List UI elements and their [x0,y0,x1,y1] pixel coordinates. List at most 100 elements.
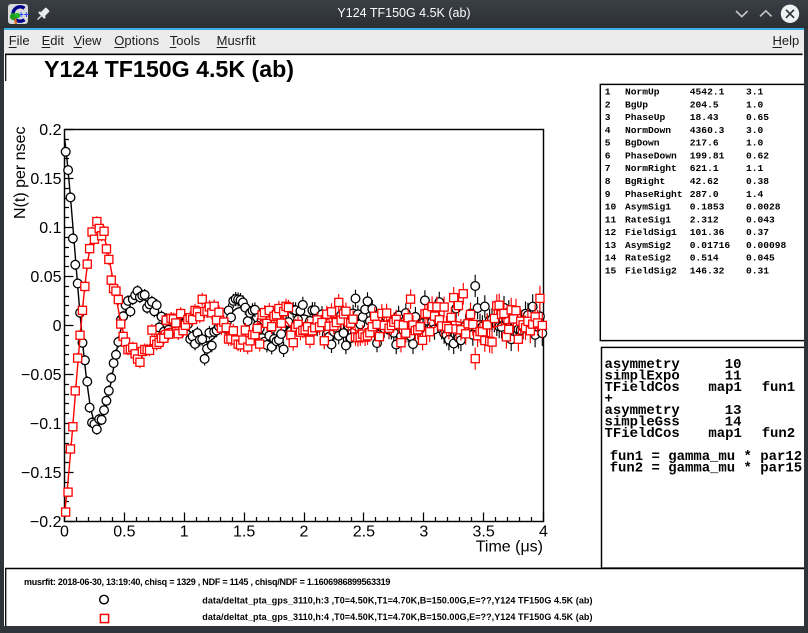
svg-text:1.1: 1.1 [746,163,764,174]
svg-text:0.15: 0.15 [30,171,61,188]
svg-text:fun2: fun2 [762,426,795,442]
svg-text:0.01716: 0.01716 [690,240,731,251]
svg-text:−0.05: −0.05 [21,367,62,384]
svg-text:fun1 = gamma_mu * par12: fun1 = gamma_mu * par12 [610,449,802,465]
svg-text:data/deltat_pta_gps_3110,h:4 ,: data/deltat_pta_gps_3110,h:4 ,T0=4.50K,T… [202,612,592,622]
svg-text:2.5: 2.5 [353,524,375,541]
svg-text:146.32: 146.32 [690,265,725,276]
svg-text:asymmetry: asymmetry [605,403,681,419]
svg-text:15: 15 [605,265,617,276]
svg-text:10: 10 [725,357,742,373]
svg-text:0.0028: 0.0028 [746,202,781,213]
svg-text:fun1: fun1 [762,380,795,396]
svg-text:4542.1: 4542.1 [690,87,725,98]
svg-text:0.514: 0.514 [690,253,719,264]
svg-text:Y124 TF150G 4.5K (ab): Y124 TF150G 4.5K (ab) [44,56,294,82]
svg-text:0.2: 0.2 [39,122,61,139]
svg-text:0.00098: 0.00098 [746,240,787,251]
svg-text:NormRight: NormRight [625,163,677,174]
svg-text:101.36: 101.36 [690,227,725,238]
svg-text:PhaseUp: PhaseUp [625,112,666,123]
svg-text:2.312: 2.312 [690,214,719,225]
svg-text:musrfit: 2018-06-30, 13:19:40,: musrfit: 2018-06-30, 13:19:40, chisq = 1… [24,577,390,587]
svg-text:0.043: 0.043 [746,214,775,225]
svg-text:TFieldCos: TFieldCos [605,426,680,442]
svg-text:RateSig2: RateSig2 [625,253,671,264]
svg-text:AsymSig2: AsymSig2 [625,240,671,251]
svg-text:199.81: 199.81 [690,150,725,161]
svg-text:PhaseRight: PhaseRight [625,189,683,200]
svg-text:0.045: 0.045 [746,253,775,264]
svg-text:2: 2 [300,524,309,541]
svg-text:FieldSig2: FieldSig2 [625,265,677,276]
svg-text:AsymSig1: AsymSig1 [625,202,671,213]
svg-text:0.62: 0.62 [746,150,769,161]
svg-text:7: 7 [605,163,611,174]
svg-text:2: 2 [605,99,611,110]
svg-text:1: 1 [180,524,189,541]
svg-text:−0.1: −0.1 [30,416,62,433]
svg-text:map1: map1 [708,426,741,442]
svg-text:8: 8 [605,176,611,187]
svg-text:3.0: 3.0 [746,125,764,136]
svg-text:10: 10 [605,202,617,213]
svg-text:621.1: 621.1 [690,163,719,174]
svg-text:11: 11 [725,368,742,384]
svg-text:PhaseDown: PhaseDown [625,150,677,161]
svg-text:13: 13 [725,403,742,419]
svg-text:0.05: 0.05 [30,269,61,286]
svg-text:42.62: 42.62 [690,176,719,187]
svg-text:0.31: 0.31 [746,265,769,276]
svg-text:TFieldCos: TFieldCos [605,380,680,396]
svg-text:Time (μs): Time (μs) [476,539,543,556]
svg-text:N(t) per nsec: N(t) per nsec [12,127,29,219]
svg-text:fun2 = gamma_mu * par15: fun2 = gamma_mu * par15 [610,461,802,477]
svg-text:6: 6 [605,150,611,161]
svg-text:3.1: 3.1 [746,87,764,98]
svg-text:4360.3: 4360.3 [690,125,725,136]
svg-text:287.0: 287.0 [690,189,719,200]
svg-text:BgDown: BgDown [625,138,660,149]
svg-text:0: 0 [53,318,62,335]
svg-text:NormUp: NormUp [625,87,660,98]
svg-text:0.38: 0.38 [746,176,769,187]
svg-text:204.5: 204.5 [690,99,719,110]
svg-text:3: 3 [419,524,428,541]
svg-text:1.0: 1.0 [746,138,764,149]
svg-text:++: ++ [19,10,30,20]
svg-text:3.5: 3.5 [472,524,494,541]
svg-text:1.0: 1.0 [746,99,764,110]
svg-text:0: 0 [60,524,69,541]
svg-text:map1: map1 [708,380,741,396]
svg-text:3: 3 [605,112,611,123]
svg-text:1.4: 1.4 [746,189,764,200]
svg-text:9: 9 [605,189,611,200]
svg-text:13: 13 [605,240,617,251]
svg-text:0.37: 0.37 [746,227,769,238]
svg-text:0.1: 0.1 [39,220,61,237]
svg-text:0.65: 0.65 [746,112,769,123]
svg-text:−0.2: −0.2 [30,514,62,531]
svg-text:1: 1 [605,87,611,98]
svg-text:RateSig1: RateSig1 [625,214,671,225]
svg-text:FieldSig1: FieldSig1 [625,227,677,238]
svg-text:asymmetry: asymmetry [605,357,681,373]
svg-text:BgRight: BgRight [625,176,665,187]
svg-text:+: + [605,391,613,407]
svg-text:5: 5 [605,138,611,149]
svg-text:4: 4 [539,524,548,541]
svg-text:data/deltat_pta_gps_3110,h:3 ,: data/deltat_pta_gps_3110,h:3 ,T0=4.50K,T… [202,596,592,606]
svg-text:0.5: 0.5 [113,524,135,541]
svg-text:11: 11 [605,214,617,225]
svg-text:simplExpo: simplExpo [605,368,680,384]
svg-text:1.5: 1.5 [233,524,255,541]
svg-text:4: 4 [605,125,611,136]
svg-text:217.6: 217.6 [690,138,719,149]
svg-text:14: 14 [605,253,617,264]
svg-text:BgUp: BgUp [625,99,648,110]
svg-text:simpleGss: simpleGss [605,414,680,430]
svg-text:0.1853: 0.1853 [690,202,725,213]
svg-text:18.43: 18.43 [690,112,719,123]
svg-text:NormDown: NormDown [625,125,671,136]
svg-text:−0.15: −0.15 [21,465,62,482]
